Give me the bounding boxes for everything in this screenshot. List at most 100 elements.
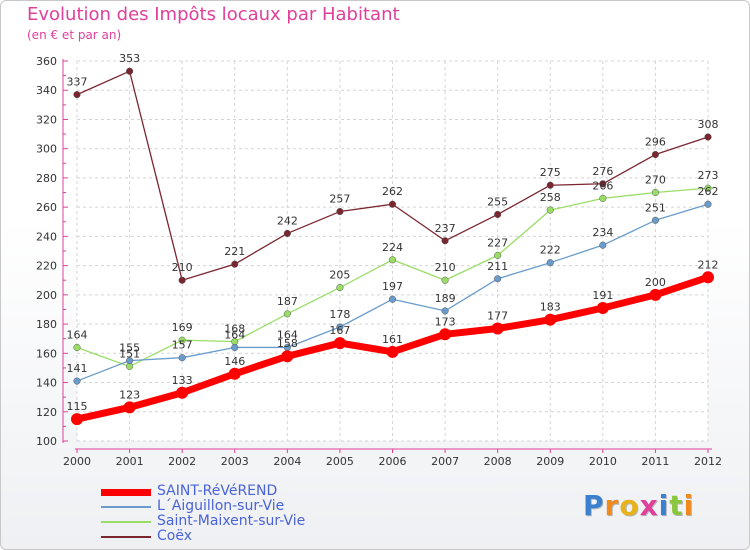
data-point	[73, 377, 81, 385]
brand-letter: r	[604, 489, 620, 522]
data-label: 187	[277, 295, 298, 308]
data-point	[71, 413, 83, 426]
y-tick-label: 140	[36, 377, 57, 390]
x-tick-label: 2008	[484, 455, 512, 468]
data-point	[546, 259, 554, 267]
data-point	[231, 260, 239, 268]
data-point	[599, 194, 607, 202]
data-label: 275	[540, 166, 561, 179]
data-label: 177	[487, 309, 508, 322]
data-point	[546, 206, 554, 214]
data-point	[73, 91, 81, 99]
data-label: 234	[592, 226, 613, 239]
brand-letter: o	[619, 489, 640, 522]
data-point	[599, 241, 607, 249]
x-tick-label: 2003	[221, 455, 249, 468]
data-label: 224	[382, 241, 403, 254]
data-label: 200	[645, 276, 666, 289]
data-label: 337	[67, 76, 88, 89]
data-label: 262	[382, 185, 403, 198]
data-point	[126, 67, 134, 75]
y-tick-label: 240	[36, 230, 57, 243]
legend-swatch	[101, 521, 151, 523]
data-point	[494, 210, 502, 219]
data-point	[599, 180, 607, 188]
data-point	[441, 276, 449, 284]
data-point	[702, 271, 714, 284]
data-point	[491, 322, 504, 335]
brand-letter: i	[683, 489, 695, 522]
brand-logo: Proxiti	[583, 489, 694, 522]
data-point	[704, 133, 712, 141]
data-label: 169	[172, 321, 193, 334]
data-label: 255	[487, 195, 508, 208]
brand-letter: x	[639, 489, 659, 522]
data-label: 205	[329, 269, 350, 282]
data-point	[336, 323, 344, 331]
data-label: 151	[119, 347, 140, 360]
data-label: 273	[698, 169, 719, 182]
data-label: 146	[224, 355, 245, 368]
data-point	[333, 337, 346, 350]
plot-area	[77, 61, 708, 441]
x-tick-label: 2000	[63, 455, 91, 468]
y-tick-label: 220	[36, 260, 57, 273]
data-point	[651, 150, 659, 159]
data-label: 173	[435, 315, 456, 328]
data-label: 270	[645, 174, 666, 187]
x-tick-label: 2001	[116, 455, 144, 468]
data-point	[388, 256, 397, 264]
data-label: 191	[592, 289, 613, 302]
data-point	[283, 310, 291, 318]
data-label: 227	[487, 236, 508, 249]
data-point	[388, 295, 397, 303]
x-tick-label: 2009	[536, 455, 564, 468]
data-point	[123, 401, 136, 414]
data-label: 133	[172, 374, 193, 387]
x-tick-label: 2007	[431, 455, 459, 468]
y-tick-label: 180	[36, 318, 57, 331]
data-point	[73, 343, 81, 352]
legend-label: Saint-Maixent-sur-Vie	[157, 513, 306, 529]
data-point	[386, 345, 399, 358]
data-label: 164	[67, 328, 88, 341]
y-tick-label: 300	[36, 143, 57, 156]
data-label: 258	[540, 191, 561, 204]
data-point	[178, 276, 186, 284]
x-tick-label: 2012	[694, 455, 722, 468]
legend-label: Coëx	[157, 528, 192, 544]
legend-label: L´Aiguillon-sur-Vie	[157, 498, 285, 514]
x-tick-label: 2006	[379, 455, 407, 468]
data-label: 178	[329, 308, 350, 321]
data-point	[441, 307, 449, 315]
chart-subtitle: (en € et par an)	[27, 28, 122, 42]
data-point	[176, 386, 189, 399]
data-label: 123	[119, 388, 140, 401]
data-label: 276	[592, 165, 613, 178]
data-point	[178, 354, 186, 362]
data-point	[651, 216, 659, 224]
data-point	[704, 184, 712, 192]
y-tick-label: 260	[36, 201, 57, 214]
data-point	[544, 313, 557, 326]
x-tick-label: 2010	[589, 455, 617, 468]
data-label: 353	[119, 52, 140, 65]
data-label: 237	[435, 222, 456, 235]
y-tick-label: 320	[36, 113, 57, 126]
data-point	[596, 302, 609, 314]
x-tick-label: 2011	[641, 455, 669, 468]
data-label: 210	[172, 261, 193, 274]
data-label: 210	[435, 261, 456, 274]
data-label: 221	[224, 245, 245, 258]
data-label: 242	[277, 214, 298, 227]
data-point	[336, 283, 344, 292]
data-point	[178, 336, 186, 344]
data-point	[283, 229, 291, 238]
y-tick-label: 100	[36, 435, 57, 448]
data-point	[441, 237, 449, 245]
data-point	[704, 200, 712, 208]
chart-title: Evolution des Impôts locaux par Habitant	[27, 4, 400, 25]
brand-letter: i	[658, 489, 670, 522]
data-label: 168	[224, 323, 245, 336]
